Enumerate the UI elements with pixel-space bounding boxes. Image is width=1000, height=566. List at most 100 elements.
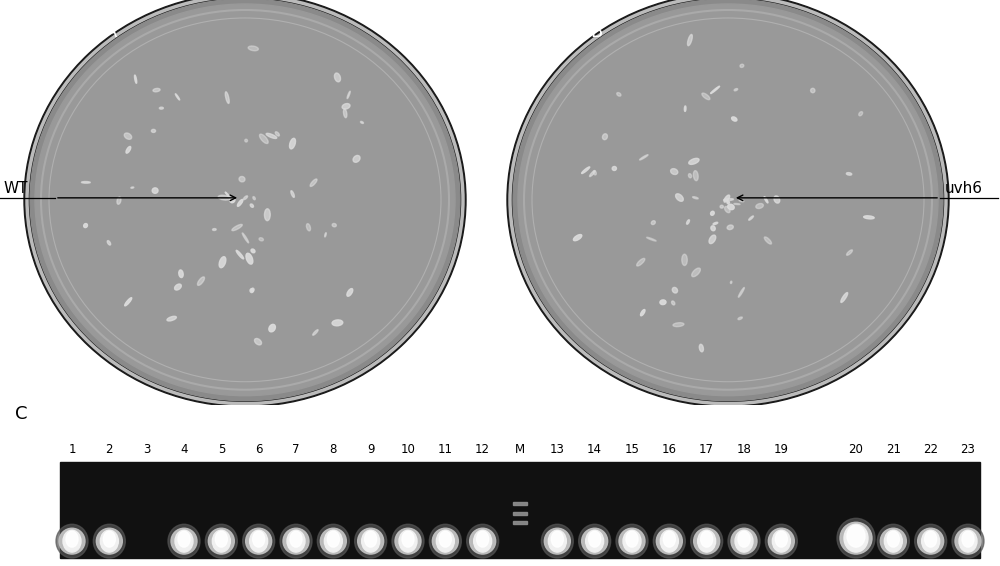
Ellipse shape [730, 205, 737, 210]
Ellipse shape [863, 184, 869, 187]
Ellipse shape [644, 117, 646, 119]
Ellipse shape [607, 133, 613, 136]
Ellipse shape [355, 260, 359, 268]
Ellipse shape [117, 181, 120, 186]
Ellipse shape [273, 171, 283, 185]
Text: A: A [105, 23, 117, 41]
Ellipse shape [754, 229, 760, 231]
Ellipse shape [727, 231, 732, 242]
Ellipse shape [176, 174, 179, 178]
Ellipse shape [281, 166, 287, 171]
Ellipse shape [734, 221, 741, 226]
Ellipse shape [728, 214, 737, 232]
Ellipse shape [738, 135, 741, 138]
Ellipse shape [353, 156, 360, 162]
Ellipse shape [922, 530, 940, 552]
Ellipse shape [261, 265, 263, 270]
Ellipse shape [715, 199, 722, 211]
Ellipse shape [145, 263, 158, 271]
Text: 23: 23 [961, 443, 975, 456]
Ellipse shape [207, 130, 215, 134]
Ellipse shape [599, 150, 601, 153]
Ellipse shape [709, 178, 720, 186]
Ellipse shape [306, 224, 311, 231]
Ellipse shape [366, 204, 375, 211]
Ellipse shape [682, 142, 693, 147]
Ellipse shape [660, 300, 666, 305]
Text: B: B [590, 23, 602, 41]
Ellipse shape [395, 148, 397, 153]
Ellipse shape [655, 151, 663, 158]
Text: 6: 6 [255, 443, 262, 456]
Ellipse shape [857, 186, 864, 190]
Ellipse shape [644, 118, 647, 125]
Ellipse shape [219, 258, 229, 266]
Ellipse shape [343, 109, 347, 118]
Ellipse shape [226, 254, 242, 264]
Ellipse shape [197, 241, 205, 248]
Ellipse shape [739, 200, 744, 202]
Ellipse shape [739, 136, 743, 139]
Ellipse shape [749, 216, 753, 220]
Ellipse shape [346, 169, 357, 181]
Ellipse shape [589, 531, 601, 547]
Ellipse shape [184, 218, 187, 221]
Ellipse shape [726, 180, 731, 183]
Ellipse shape [175, 284, 181, 290]
Ellipse shape [852, 182, 856, 188]
Ellipse shape [392, 147, 396, 151]
Ellipse shape [586, 530, 604, 552]
Ellipse shape [150, 113, 156, 122]
Ellipse shape [734, 180, 738, 185]
Ellipse shape [233, 260, 242, 267]
Ellipse shape [822, 105, 833, 106]
Ellipse shape [86, 250, 97, 254]
Ellipse shape [345, 169, 350, 172]
Ellipse shape [734, 88, 738, 91]
Ellipse shape [59, 528, 85, 554]
Ellipse shape [248, 162, 251, 166]
Ellipse shape [554, 174, 555, 178]
Ellipse shape [211, 265, 227, 272]
Ellipse shape [153, 276, 163, 289]
Ellipse shape [216, 239, 222, 247]
Ellipse shape [219, 256, 226, 268]
Ellipse shape [257, 171, 264, 183]
Ellipse shape [388, 147, 391, 149]
Ellipse shape [333, 267, 350, 270]
Ellipse shape [885, 161, 887, 162]
Ellipse shape [127, 204, 128, 205]
Ellipse shape [161, 218, 167, 222]
Ellipse shape [688, 35, 692, 46]
Text: 11: 11 [438, 443, 453, 456]
Ellipse shape [360, 121, 363, 123]
Ellipse shape [611, 135, 614, 139]
Ellipse shape [270, 178, 277, 184]
Ellipse shape [713, 222, 718, 225]
Ellipse shape [824, 335, 828, 338]
Ellipse shape [114, 182, 122, 187]
Ellipse shape [277, 256, 281, 263]
Ellipse shape [691, 524, 723, 558]
Ellipse shape [635, 123, 639, 126]
Ellipse shape [684, 140, 689, 153]
Ellipse shape [738, 135, 742, 140]
Ellipse shape [557, 175, 561, 178]
Ellipse shape [348, 166, 356, 171]
Ellipse shape [147, 245, 161, 253]
Ellipse shape [582, 528, 608, 554]
Ellipse shape [655, 173, 662, 187]
Ellipse shape [864, 216, 874, 219]
Ellipse shape [180, 224, 183, 229]
Ellipse shape [793, 76, 803, 83]
Ellipse shape [716, 222, 730, 228]
Ellipse shape [712, 228, 719, 235]
Ellipse shape [658, 174, 667, 184]
Ellipse shape [712, 182, 718, 194]
Ellipse shape [178, 166, 184, 175]
Ellipse shape [223, 211, 234, 224]
Ellipse shape [838, 242, 851, 254]
Ellipse shape [884, 530, 902, 552]
Ellipse shape [196, 241, 206, 251]
Ellipse shape [128, 201, 130, 203]
